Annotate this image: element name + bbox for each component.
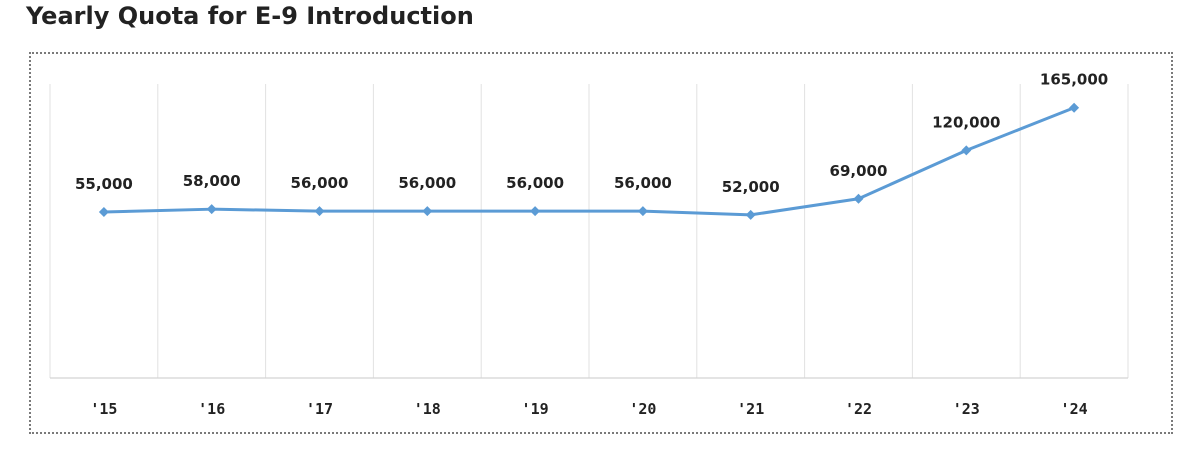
chart-frame bbox=[29, 52, 1173, 434]
data-point bbox=[530, 206, 541, 217]
data-point bbox=[961, 145, 972, 156]
x-tick-label: '21 bbox=[737, 400, 764, 418]
data-labels: 55,000 58,000 56,000 56,000 56,000 56,000 52,0… bbox=[75, 71, 1108, 196]
data-label: 56,000 bbox=[506, 174, 564, 192]
series-line bbox=[102, 106, 1076, 217]
data-label: 165,000 bbox=[1040, 71, 1108, 89]
x-tick-labels: '15 '16 '17 '18 '19 '20 '21 '22 '23 '24 bbox=[90, 400, 1087, 418]
data-label: 52,000 bbox=[722, 178, 780, 196]
series-group bbox=[102, 106, 1076, 217]
data-point bbox=[853, 193, 864, 204]
grid-lines bbox=[49, 84, 1129, 378]
data-label: 69,000 bbox=[830, 162, 888, 180]
data-label: 56,000 bbox=[398, 174, 456, 192]
x-tick-label: '24 bbox=[1061, 400, 1088, 418]
x-tick-label: '17 bbox=[306, 400, 333, 418]
x-tick-label: '18 bbox=[414, 400, 441, 418]
data-label: 120,000 bbox=[932, 113, 1000, 131]
data-label: 55,000 bbox=[75, 175, 133, 193]
x-tick-label: '20 bbox=[629, 400, 656, 418]
data-point bbox=[206, 204, 217, 215]
data-points bbox=[98, 102, 1080, 220]
x-tick-label: '22 bbox=[845, 400, 872, 418]
data-point bbox=[314, 206, 325, 217]
data-label: 56,000 bbox=[614, 174, 672, 192]
data-point bbox=[1069, 102, 1080, 113]
chart-title: Yearly Quota for E-9 Introduction bbox=[26, 2, 474, 30]
data-point bbox=[637, 206, 648, 217]
data-point bbox=[745, 209, 756, 220]
data-label: 58,000 bbox=[183, 172, 241, 190]
x-tick-label: '23 bbox=[953, 400, 980, 418]
x-tick-label: '15 bbox=[90, 400, 117, 418]
data-point bbox=[422, 206, 433, 217]
data-point bbox=[98, 207, 109, 218]
data-label: 56,000 bbox=[291, 174, 349, 192]
x-tick-label: '16 bbox=[198, 400, 225, 418]
x-tick-label: '19 bbox=[522, 400, 549, 418]
